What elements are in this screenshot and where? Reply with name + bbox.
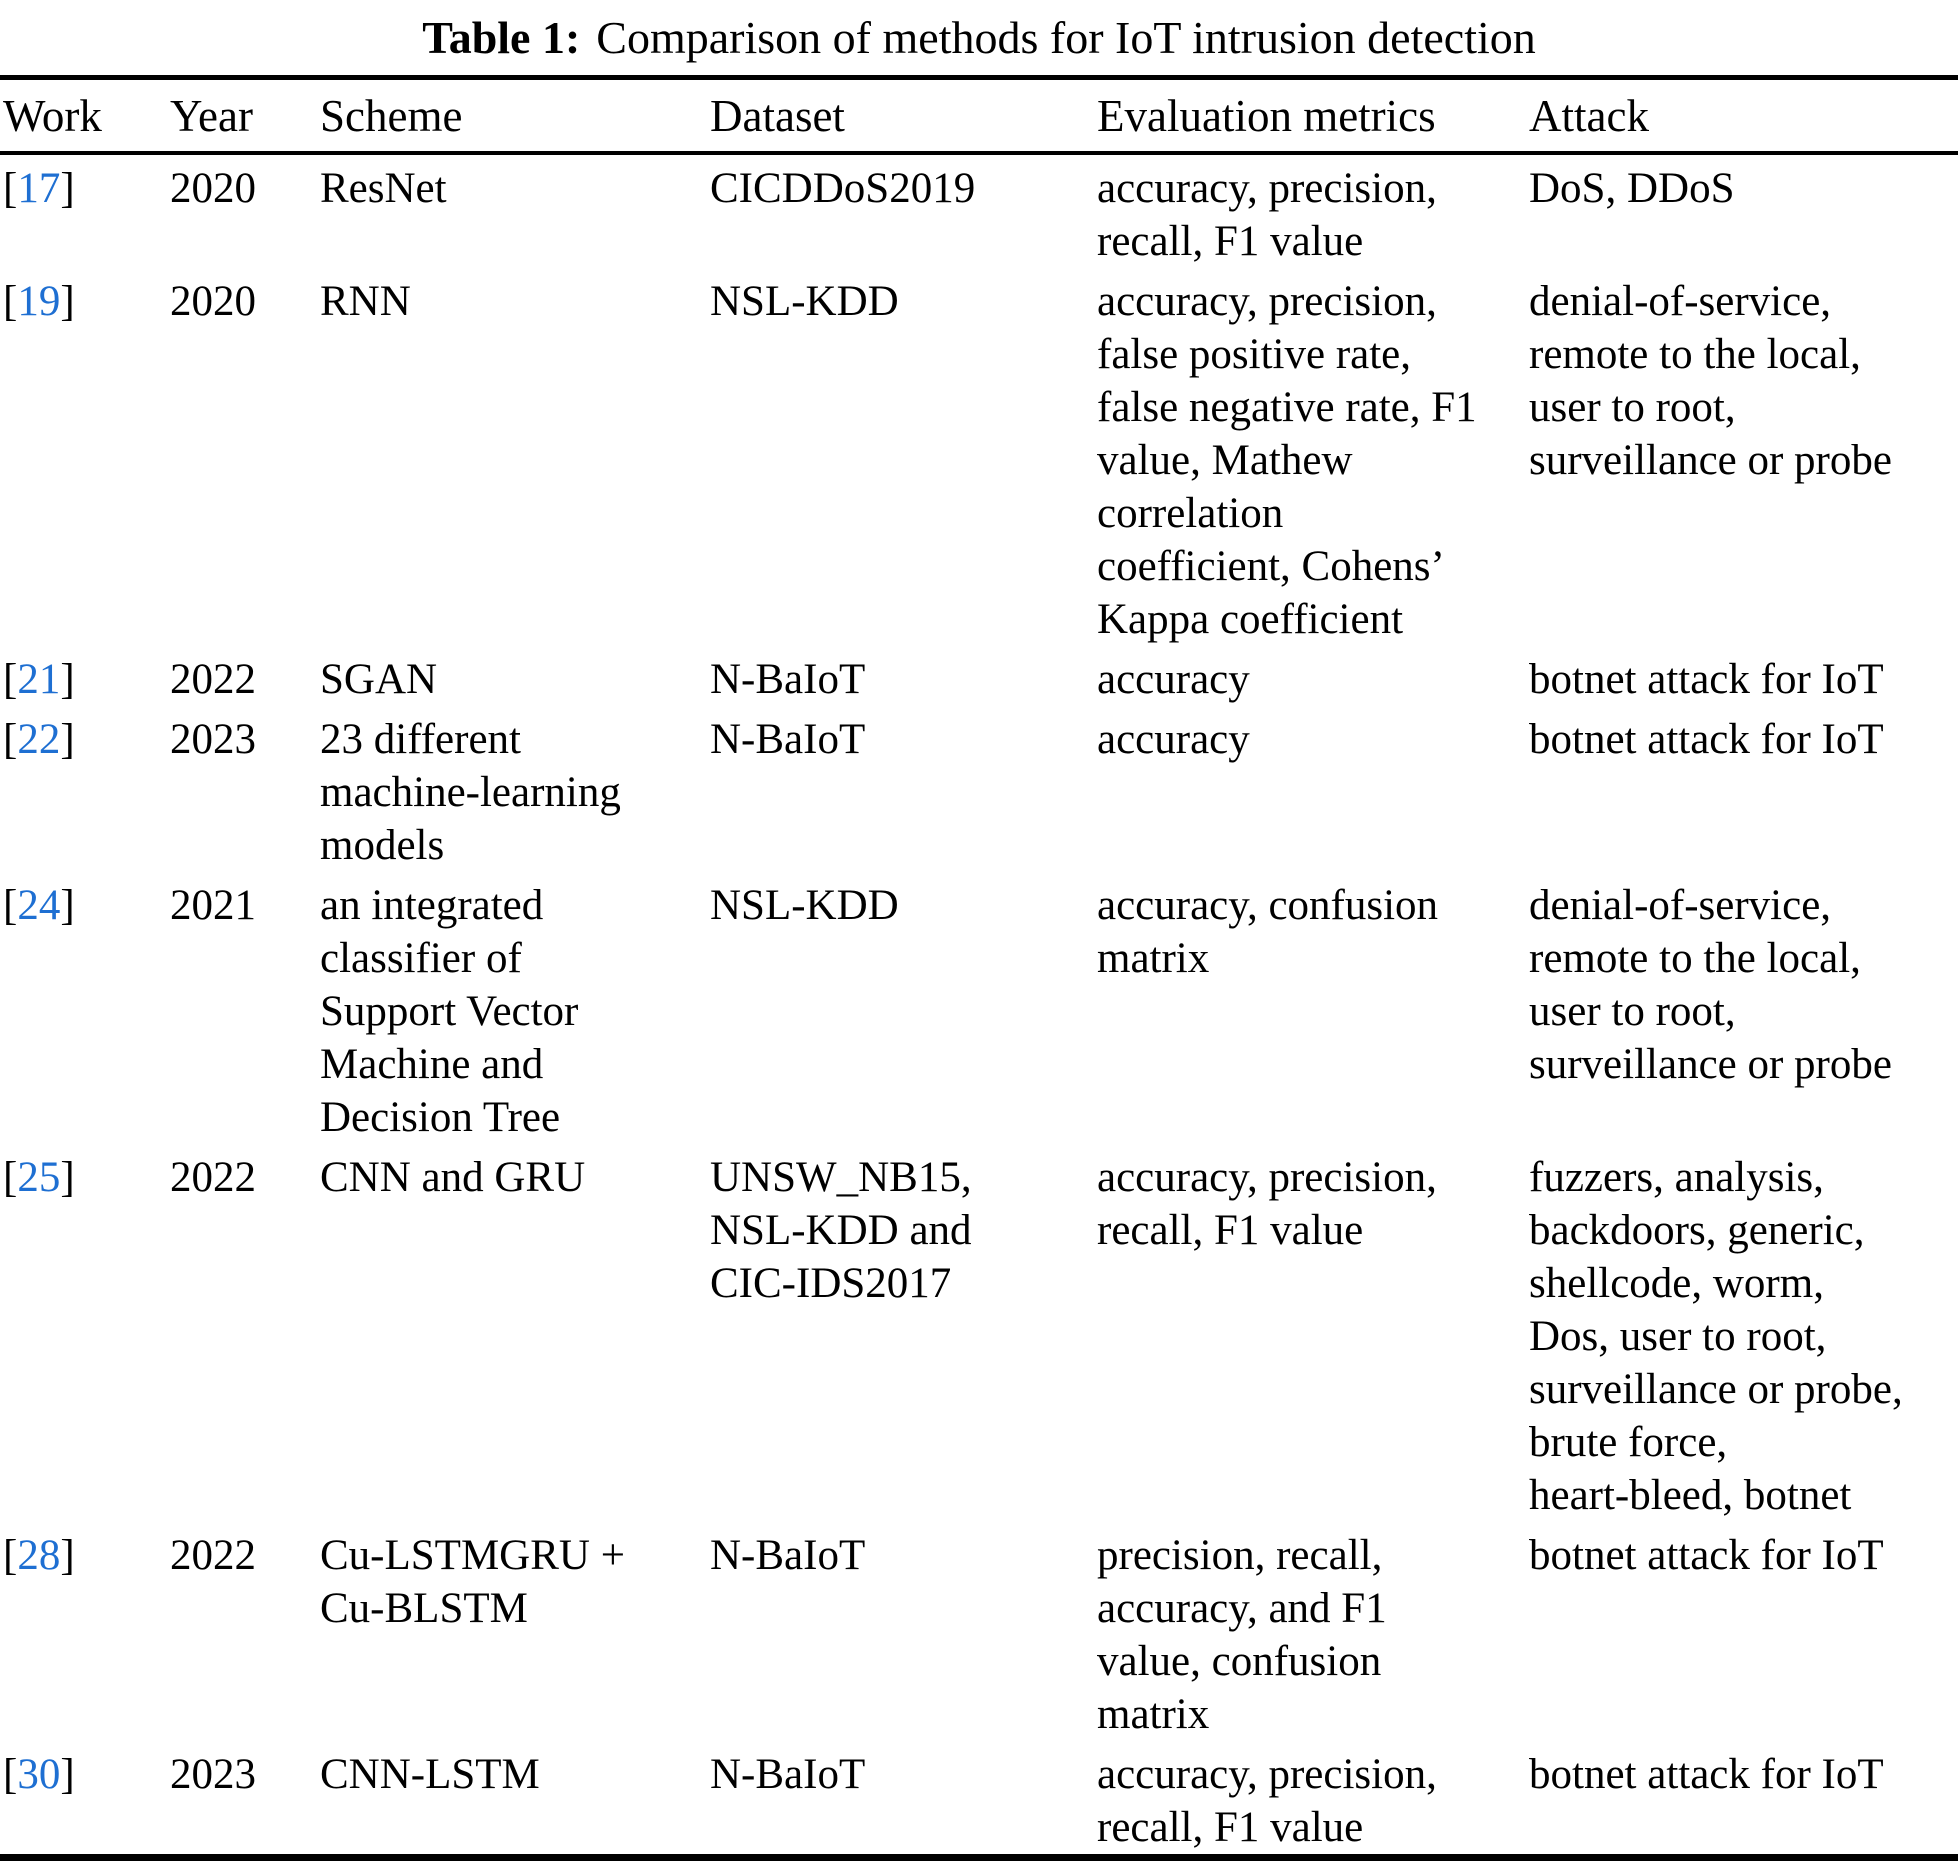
cell-dataset: NSL-KDD [710, 278, 899, 325]
table-header-row: Work Year Scheme Dataset Evaluation metr… [0, 77, 1958, 155]
citation-bracket: [ [3, 165, 18, 212]
cell-attack: botnet attack for IoT [1529, 1532, 1884, 1579]
table-row: [28] 2022 Cu-LSTMGRU + Cu-BLSTM N-BaIoT prec… [0, 1522, 1958, 1741]
cell-year: 2020 [170, 278, 256, 325]
cell-year: 2023 [170, 1751, 256, 1798]
citation-bracket: ] [60, 882, 75, 929]
cell-work: [21] [0, 646, 170, 706]
cell-year: 2022 [170, 656, 256, 703]
table-header: Work Year Scheme Dataset Evaluation metr… [0, 77, 1958, 155]
citation-bracket: ] [60, 716, 75, 763]
cell-attack: botnet attack for IoT [1529, 1751, 1884, 1798]
cell-attack: botnet attack for IoT [1529, 656, 1884, 703]
cell-work: [24] [0, 872, 170, 1144]
table-row: [24] 2021 an integrated classifier of Supp… [0, 872, 1958, 1144]
table-body: [17] 2020 ResNet CICDDoS2019 accuracy, preci… [0, 153, 1958, 1858]
citation-bracket: [ [3, 656, 18, 703]
cell-scheme: Cu-LSTMGRU + Cu-BLSTM [320, 1532, 625, 1632]
citation-link[interactable]: 24 [17, 882, 61, 929]
table-row: [25] 2022 CNN and GRU UNSW_NB15, NSL-KDD an… [0, 1144, 1958, 1522]
cell-dataset: N-BaIoT [710, 1751, 866, 1798]
cell-work: [22] [0, 706, 170, 872]
citation-bracket: [ [3, 882, 18, 929]
cell-scheme: 23 different machine-learning models [320, 716, 621, 869]
citation-bracket: [ [3, 1154, 18, 1201]
column-header-dataset: Dataset [710, 77, 1097, 155]
column-header-scheme: Scheme [320, 77, 710, 155]
citation-bracket: [ [3, 1532, 18, 1579]
citation-link[interactable]: 30 [17, 1751, 61, 1798]
cell-attack: denial-of-service, remote to the local, … [1529, 882, 1892, 1088]
cell-work: [25] [0, 1144, 170, 1522]
cell-evaluation-metrics: accuracy, precision, recall, F1 value [1097, 1751, 1437, 1851]
citation-bracket: [ [3, 278, 18, 325]
table-caption-label: Table 1: [422, 12, 581, 63]
table-caption-text: Comparison of methods for IoT intrusion … [596, 12, 1536, 63]
cell-scheme: ResNet [320, 165, 447, 212]
cell-year: 2023 [170, 716, 256, 763]
citation-link[interactable]: 21 [17, 656, 61, 703]
cell-dataset: N-BaIoT [710, 1532, 866, 1579]
cell-attack: botnet attack for IoT [1529, 716, 1884, 763]
citation-link[interactable]: 17 [17, 165, 61, 212]
citation-bracket: ] [60, 278, 75, 325]
citation-bracket: ] [60, 1532, 75, 1579]
cell-attack: fuzzers, analysis, backdoors, generic, s… [1529, 1154, 1903, 1519]
comparison-table: Work Year Scheme Dataset Evaluation metr… [0, 75, 1958, 1861]
cell-attack: DoS, DDoS [1529, 165, 1735, 212]
citation-link[interactable]: 25 [17, 1154, 61, 1201]
cell-scheme: an integrated classifier of Support Vect… [320, 882, 579, 1141]
cell-evaluation-metrics: accuracy, precision, recall, F1 value [1097, 1154, 1437, 1254]
cell-scheme: CNN and GRU [320, 1154, 586, 1201]
cell-year: 2022 [170, 1154, 256, 1201]
cell-evaluation-metrics: accuracy, confusion matrix [1097, 882, 1439, 982]
table-row: [22] 2023 23 different machine-learning mo… [0, 706, 1958, 872]
table-caption: Table 1: Comparison of methods for IoT i… [0, 0, 1958, 75]
cell-evaluation-metrics: precision, recall, accuracy, and F1 valu… [1097, 1532, 1387, 1738]
cell-dataset: CICDDoS2019 [710, 165, 976, 212]
cell-work: [19] [0, 268, 170, 646]
cell-dataset: NSL-KDD [710, 882, 899, 929]
cell-dataset: N-BaIoT [710, 716, 866, 763]
citation-bracket: [ [3, 716, 18, 763]
table-row: [19] 2020 RNN NSL-KDD accuracy, precision, f… [0, 268, 1958, 646]
cell-year: 2022 [170, 1532, 256, 1579]
cell-evaluation-metrics: accuracy [1097, 656, 1250, 703]
citation-link[interactable]: 19 [17, 278, 61, 325]
cell-dataset: N-BaIoT [710, 656, 866, 703]
citation-bracket: ] [60, 656, 75, 703]
cell-evaluation-metrics: accuracy, precision, false positive rate… [1097, 278, 1477, 643]
cell-year: 2020 [170, 165, 256, 212]
citation-bracket: ] [60, 165, 75, 212]
cell-attack: denial-of-service, remote to the local, … [1529, 278, 1892, 484]
cell-work: [30] [0, 1741, 170, 1858]
cell-evaluation-metrics: accuracy, precision, recall, F1 value [1097, 165, 1437, 265]
column-header-evaluation-metrics: Evaluation metrics [1097, 77, 1529, 155]
citation-bracket: [ [3, 1751, 18, 1798]
cell-evaluation-metrics: accuracy [1097, 716, 1250, 763]
citation-link[interactable]: 22 [17, 716, 61, 763]
column-header-attack: Attack [1529, 77, 1958, 155]
column-header-year: Year [170, 77, 320, 155]
table-row: [17] 2020 ResNet CICDDoS2019 accuracy, preci… [0, 153, 1958, 268]
citation-bracket: ] [60, 1154, 75, 1201]
cell-work: [28] [0, 1522, 170, 1741]
cell-scheme: SGAN [320, 656, 438, 703]
cell-scheme: RNN [320, 278, 411, 325]
cell-year: 2021 [170, 882, 256, 929]
column-header-work: Work [0, 77, 170, 155]
citation-link[interactable]: 28 [17, 1532, 61, 1579]
cell-scheme: CNN-LSTM [320, 1751, 540, 1798]
table-row: [30] 2023 CNN-LSTM N-BaIoT accuracy, precisi… [0, 1741, 1958, 1858]
cell-dataset: UNSW_NB15, NSL-KDD and CIC-IDS2017 [710, 1154, 972, 1307]
cell-work: [17] [0, 153, 170, 268]
table-row: [21] 2022 SGAN N-BaIoT accuracy botnet attack… [0, 646, 1958, 706]
citation-bracket: ] [60, 1751, 75, 1798]
